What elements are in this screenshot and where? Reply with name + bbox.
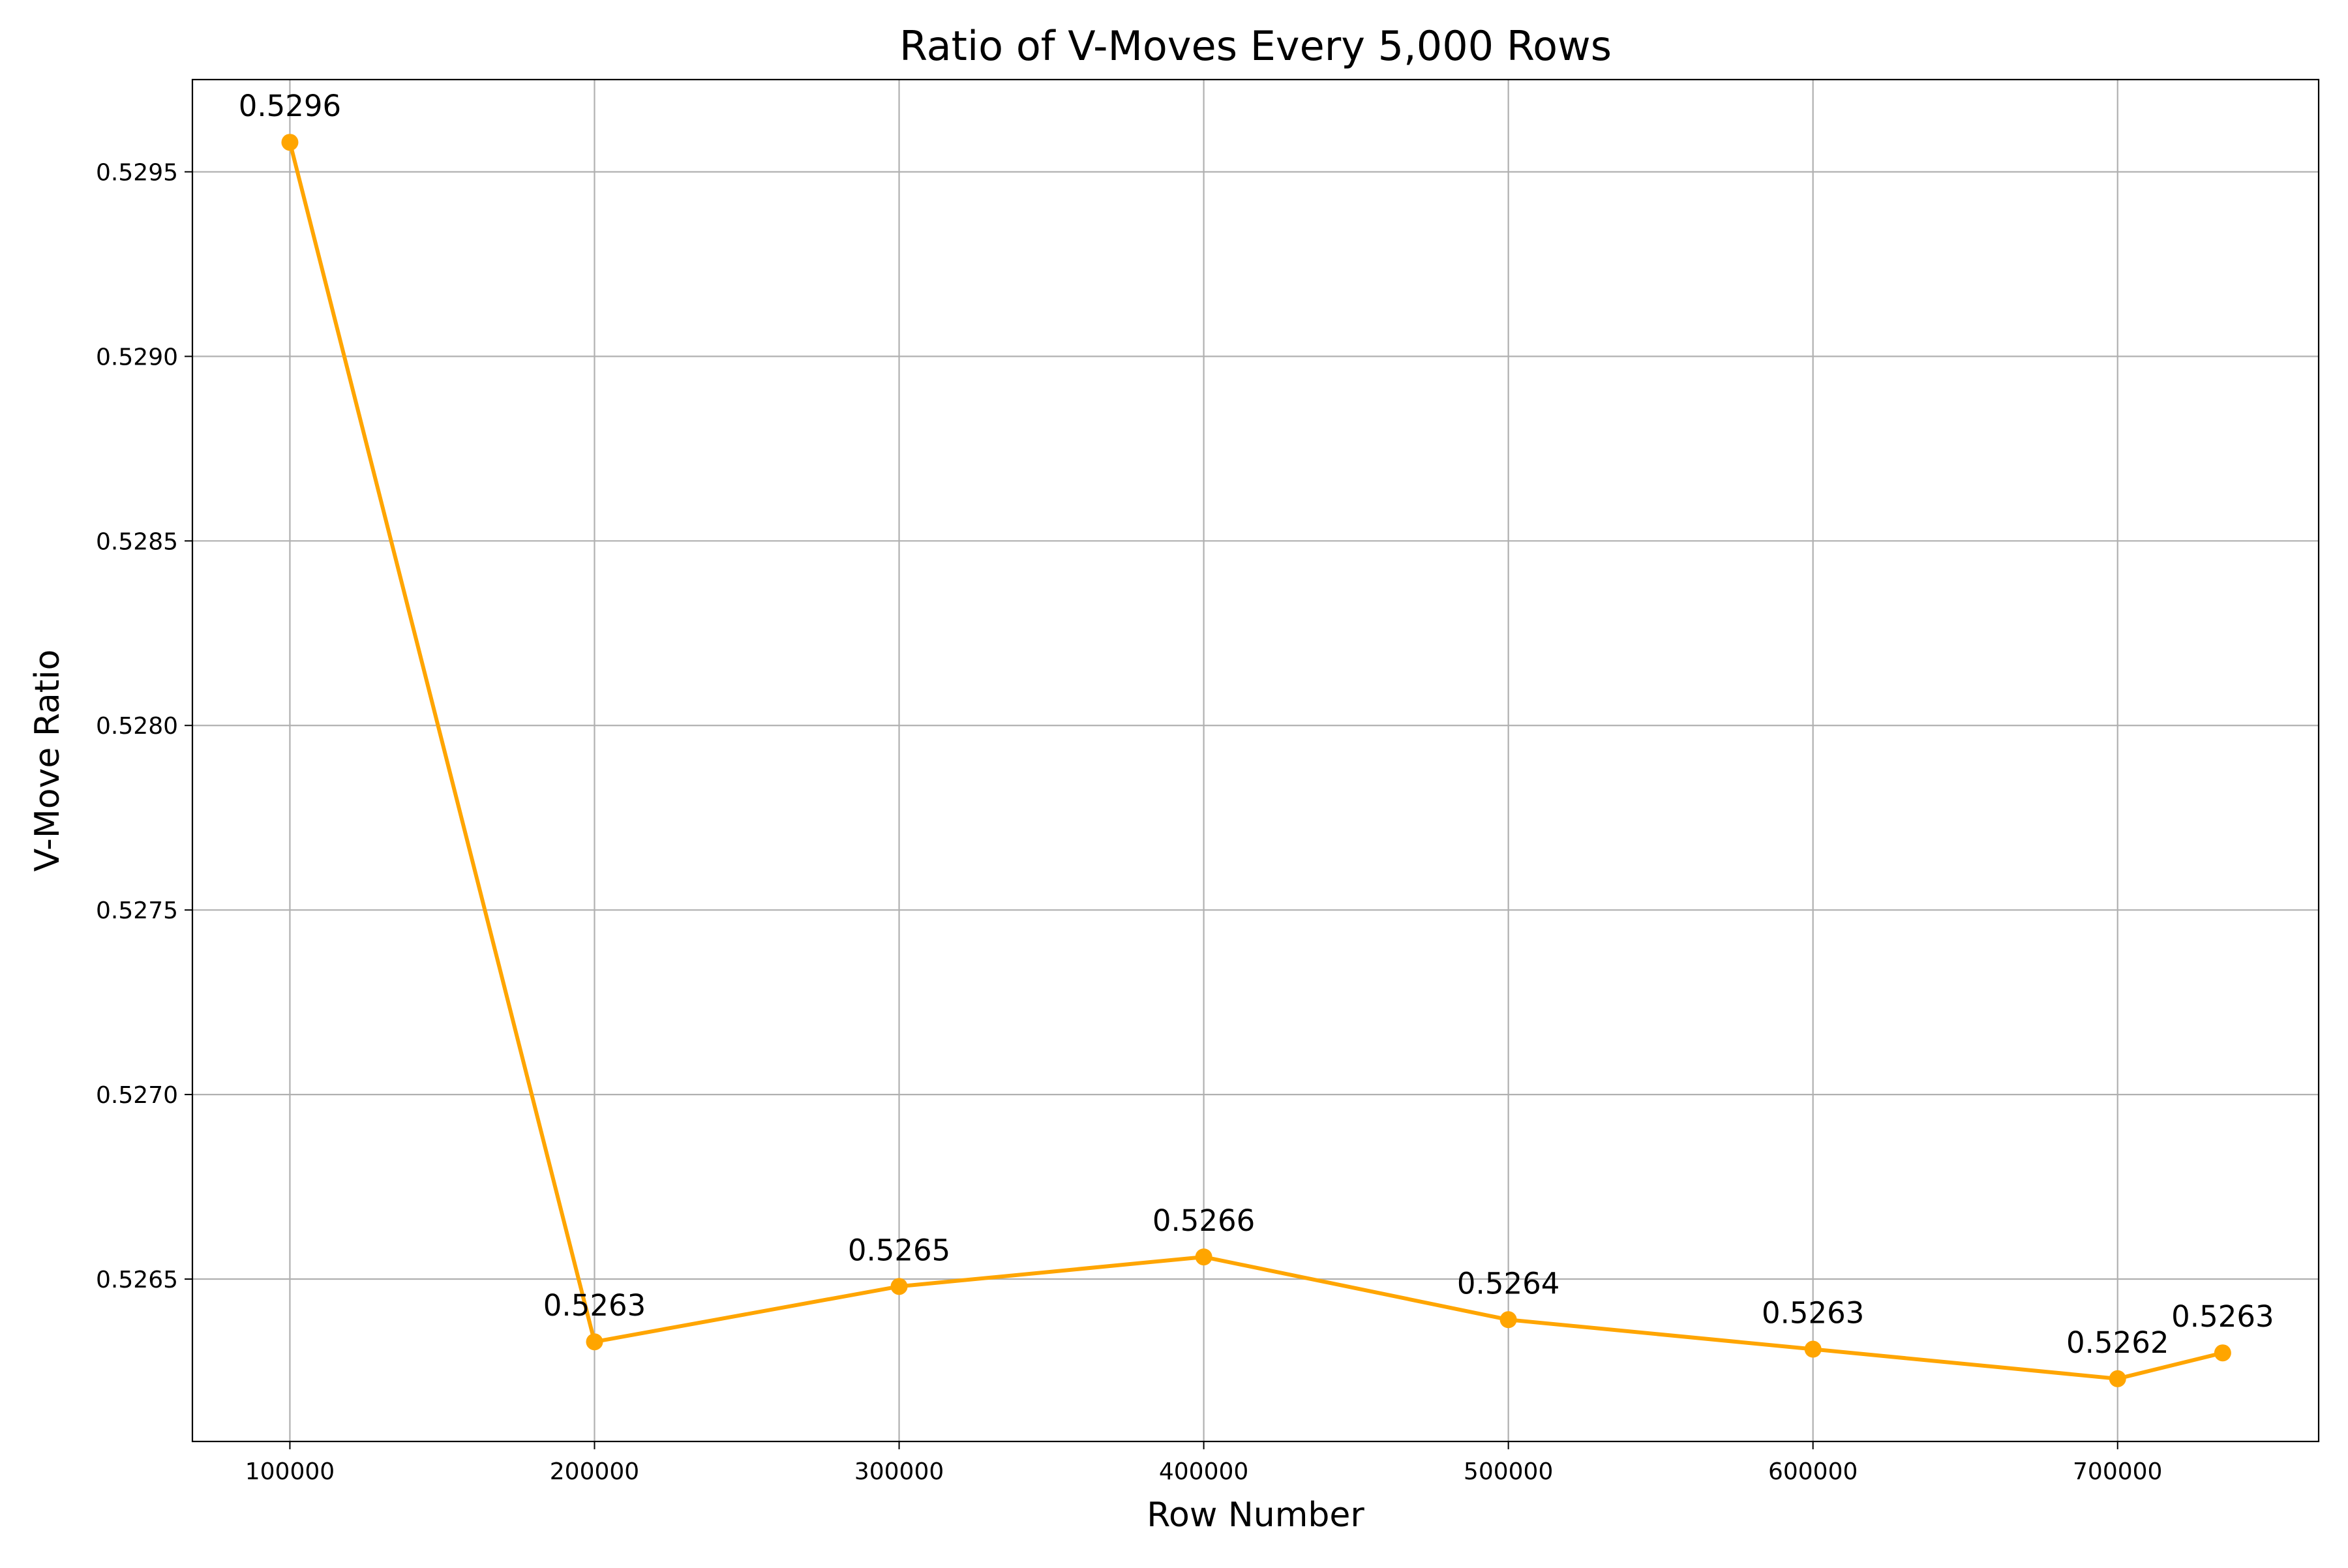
x-tick-label: 200000	[550, 1458, 639, 1485]
data-label: 0.5265	[848, 1233, 950, 1267]
data-label: 0.5263	[1762, 1296, 1864, 1331]
plot-area-frame	[191, 78, 2320, 1443]
data-label: 0.5262	[2066, 1325, 2169, 1360]
x-tick-label: 100000	[245, 1458, 335, 1485]
x-axis-label: Row Number	[1147, 1496, 1364, 1535]
x-tick-label: 300000	[854, 1458, 944, 1485]
series-layer: 0.52960.52630.52650.52660.52640.52630.52…	[239, 89, 2274, 1387]
x-tick-label: 400000	[1159, 1458, 1248, 1485]
y-tick-label: 0.5295	[96, 159, 178, 186]
data-point	[586, 1333, 603, 1351]
y-axis-label: V-Move Ratio	[28, 650, 67, 872]
data-point	[2214, 1344, 2231, 1362]
data-point	[1499, 1311, 1517, 1329]
y-tick-label: 0.5290	[96, 344, 178, 370]
data-point	[2109, 1370, 2126, 1387]
y-tick-label: 0.5270	[96, 1082, 178, 1109]
x-tick-label: 700000	[2073, 1458, 2162, 1485]
data-label: 0.5263	[543, 1288, 646, 1323]
y-tick-label: 0.5265	[96, 1267, 178, 1293]
x-tick-label: 600000	[1768, 1458, 1858, 1485]
data-point	[1195, 1248, 1212, 1266]
y-tick-label: 0.5275	[96, 897, 178, 924]
data-label: 0.5266	[1152, 1203, 1255, 1238]
data-label: 0.5263	[2171, 1299, 2274, 1334]
y-tick-label: 0.5280	[96, 713, 178, 740]
series-line	[288, 142, 2223, 1381]
y-tick-label: 0.5285	[96, 528, 178, 555]
data-label: 0.5264	[1457, 1266, 1559, 1301]
axis-ticks: 100000 200000 300000 400000 500000 600000 7000…	[96, 159, 2162, 1485]
data-point	[281, 134, 299, 151]
data-label: 0.5296	[239, 89, 341, 123]
x-tick-label: 500000	[1464, 1458, 1553, 1485]
data-point	[1804, 1340, 1822, 1358]
data-point	[890, 1278, 908, 1295]
grid	[192, 80, 2319, 1441]
chart-title: Ratio of V-Moves Every 5,000 Rows	[899, 22, 1612, 70]
